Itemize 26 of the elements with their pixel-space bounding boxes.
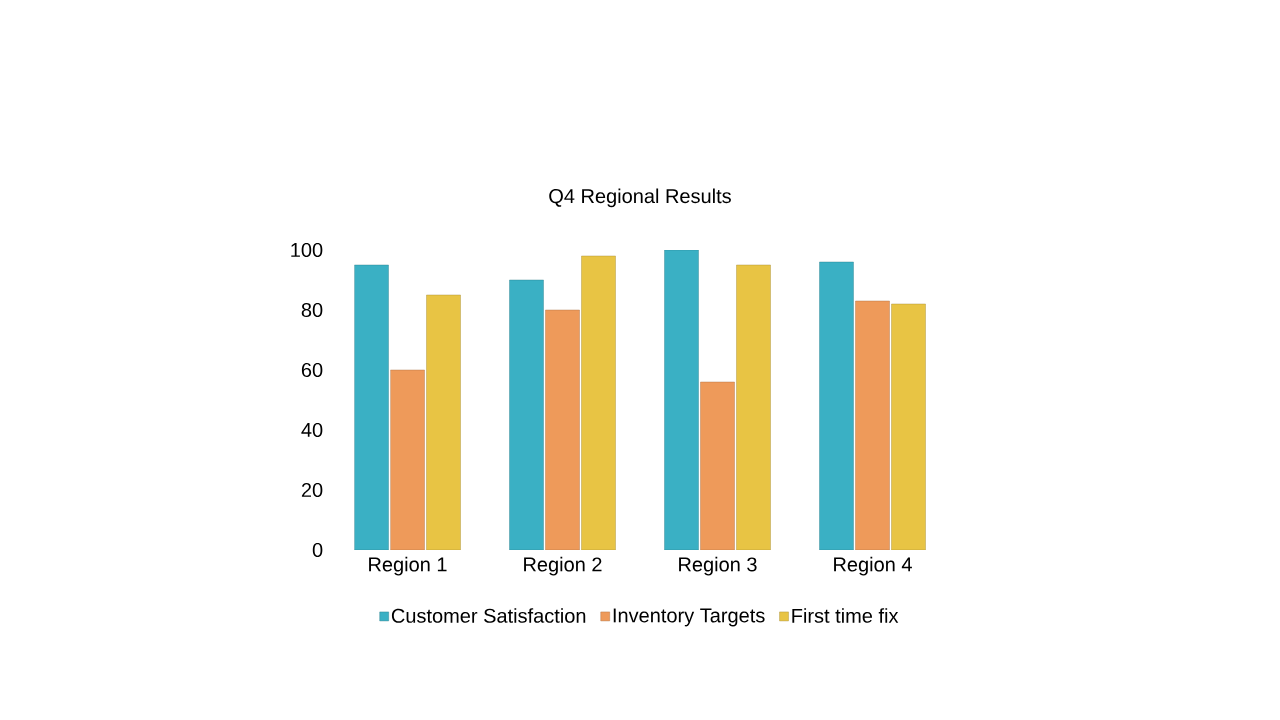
y-tick-label: 40 xyxy=(301,422,323,438)
legend-label: Customer Satisfaction xyxy=(391,608,586,623)
bar xyxy=(354,264,389,550)
legend-label: First time fix xyxy=(792,608,899,623)
bar xyxy=(581,255,616,550)
chart-title: Q4 Regional Results xyxy=(549,188,731,208)
bar xyxy=(509,279,544,550)
x-tick-label: Region 3 xyxy=(679,556,757,576)
bar xyxy=(664,249,699,550)
y-tick-label: 60 xyxy=(301,362,323,378)
bar xyxy=(700,381,735,550)
x-tick-label: Region 1 xyxy=(369,556,447,576)
bar xyxy=(819,261,854,550)
y-tick-label: 20 xyxy=(301,482,323,498)
bar xyxy=(545,309,580,550)
bar xyxy=(390,369,425,550)
bar xyxy=(855,300,890,550)
bar xyxy=(891,303,926,550)
bar xyxy=(736,264,771,550)
legend-label: Inventory Targets xyxy=(613,608,765,627)
y-tick-label: 80 xyxy=(301,302,323,318)
bar xyxy=(426,294,461,550)
x-tick-label: Region 4 xyxy=(834,556,912,576)
y-tick-label: 0 xyxy=(312,542,323,558)
x-tick-label: Region 2 xyxy=(524,556,602,576)
y-tick-label: 100 xyxy=(291,242,323,258)
